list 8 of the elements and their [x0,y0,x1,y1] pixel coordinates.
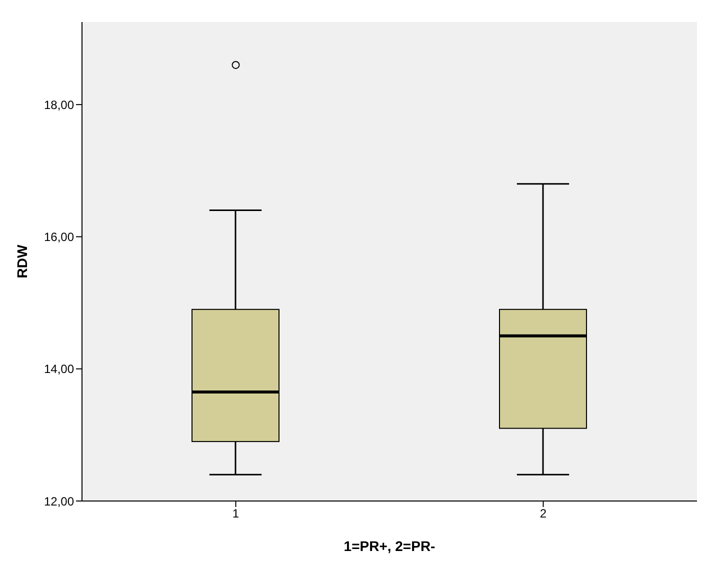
y-tick-label: 16,00 [44,230,74,244]
x-axis-title: 1=PR+, 2=PR- [344,538,436,554]
x-tick-label: 2 [540,506,547,521]
y-axis-title: RDW [14,244,30,278]
y-tick-label: 12,00 [44,494,74,508]
x-tick-label: 1 [232,506,240,521]
y-tick-label: 14,00 [44,362,74,376]
y-tick-label: 18,00 [44,98,74,112]
